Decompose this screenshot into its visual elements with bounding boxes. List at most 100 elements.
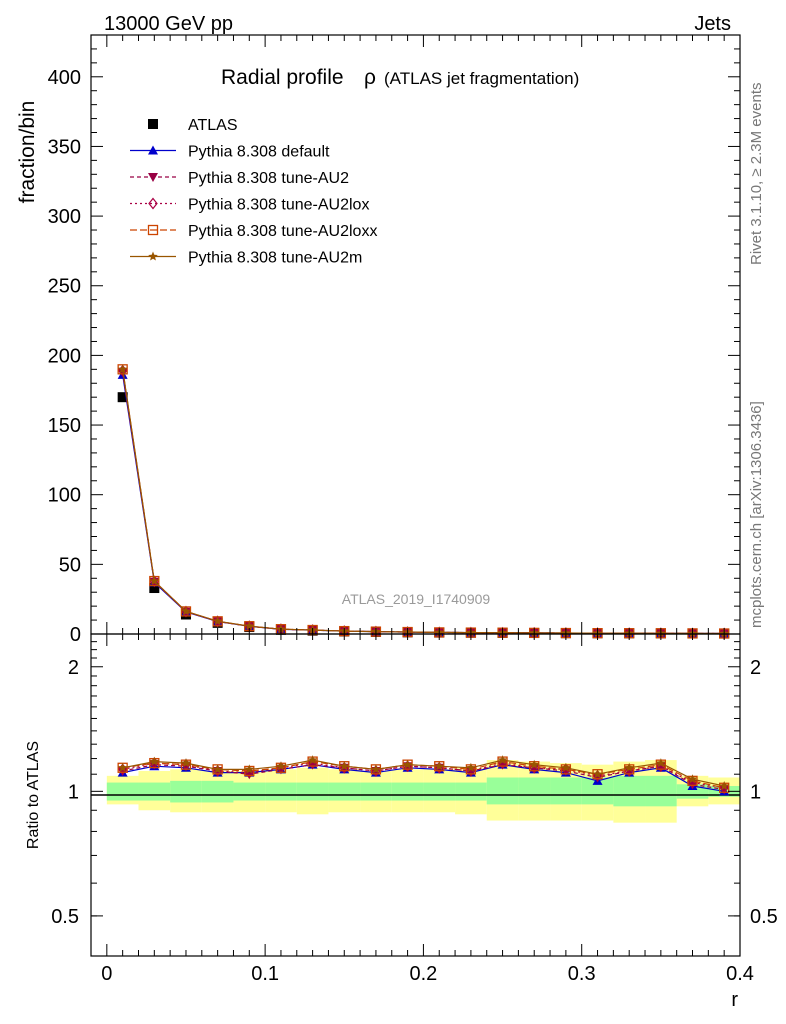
main-y-tick-label: 400 [48,67,81,89]
ratio-data-point [371,764,381,774]
ratio-data-point [117,766,128,776]
ratio-data-point [656,758,666,768]
ratio-series-line [122,762,725,789]
legend-entry-pythia-8-308-tune-au2lox: Pythia 8.308 tune-AU2lox [130,197,369,214]
main-chart-subtitle: (ATLAS jet fragmentation) [384,69,579,88]
ratio-uncertainty-bands [106,760,740,823]
ratio-data-point [561,762,571,772]
ratio-y-tick-label-right: 0.5 [750,906,778,928]
data-point [212,616,223,626]
legend-label: Pythia 8.308 tune-AU2m [188,250,362,267]
ratio-data-point [212,764,223,774]
main-y-tick-label: 50 [59,554,81,576]
legend-entry-pythia-8-308-tune-au2m: Pythia 8.308 tune-AU2m [130,250,362,267]
mcplots-reference-label: mcplots.cern.ch [arXiv:1306.3436] [748,401,765,628]
ratio-data-point [529,759,539,769]
ratio-data-point [592,773,603,783]
legend-label: Pythia 8.308 tune-AU2lox [188,197,369,214]
ratio-series-line [122,759,725,787]
inner-uncertainty-band [391,782,424,801]
ratio-data-point [719,781,729,791]
header-process-label: Jets [694,13,731,35]
header-energy-label: 13000 GeV pp [104,13,233,35]
main-y-axis-ticks: 0 50 100 150 200 250 300 350 400 [48,48,740,646]
main-chart-title-text: Radial profile [221,66,344,89]
x-axis-title: r [731,989,738,1011]
main-y-tick-label: 0 [70,624,81,646]
ratio-x-axis-ticks: 0 0.1 0.2 0.3 0.4 [101,634,754,985]
ratio-data-point [149,756,160,766]
inner-uncertainty-band [360,782,392,801]
legend-marker [148,145,158,155]
ratio-series-layer [117,755,730,796]
inner-uncertainty-band [550,777,582,805]
rivet-version-label: Rivet 3.1.10, ≥ 2.3M events [748,83,765,266]
x-tick-label: 0.2 [410,963,438,985]
ratio-data-point [466,762,476,772]
x-tick-label: 0.3 [568,963,596,985]
main-chart-title: Radial profile ρ (ATLAS jet fragmentatio… [221,66,579,89]
inner-uncertainty-band [201,780,234,803]
inner-uncertainty-band [645,775,677,807]
legend-label: Pythia 8.308 tune-AU2 [188,170,349,187]
legend-marker [148,173,158,182]
main-chart-title-symbol: ρ [364,66,376,89]
inner-uncertainty-band [613,775,646,807]
inner-uncertainty-band [106,782,139,801]
ratio-y-tick-label: 2 [68,657,79,679]
ratio-data-point [339,761,349,771]
legend-marker [148,251,158,261]
main-y-axis-title: fraction/bin [16,101,39,204]
ratio-data-point [181,758,191,768]
main-y-tick-label: 100 [48,485,81,507]
legend: ATLAS Pythia 8.308 default Pythia 8.308 tu… [130,117,377,267]
data-point [149,576,160,586]
legend-entry-pythia-8-308-default: Pythia 8.308 default [130,144,330,161]
ratio-data-point [592,769,603,779]
inner-uncertainty-band [518,777,551,805]
ratio-data-point [624,762,634,772]
legend-marker [148,197,158,210]
ratio-data-point [719,785,730,795]
ratio-y-axis-title: Ratio to ATLAS [25,741,42,849]
legend-marker [148,119,158,129]
legend-entry-pythia-8-308-tune-au2: Pythia 8.308 tune-AU2 [130,170,349,187]
ratio-data-point [307,755,318,765]
inner-uncertainty-band [328,782,361,801]
data-point [181,606,191,616]
ratio-data-point [244,764,254,774]
x-tick-label: 0 [101,963,112,985]
inner-uncertainty-band [296,782,329,801]
ratio-plot-panel: 0.5 0.51 12 2 0 0.1 0.2 0.3 0.4 Ratio to ATLAS … [25,633,778,1011]
legend-label: Pythia 8.308 tune-AU2loxx [188,223,377,240]
main-plot-panel: 0 50 100 150 200 250 300 350 400 fraction/bin Ra… [16,34,741,646]
legend-marker [147,224,159,236]
x-tick-label: 0.1 [251,963,279,985]
inner-uncertainty-band [486,777,519,805]
x-tick-label: 0.4 [726,963,754,985]
data-point [117,364,128,374]
legend-label: ATLAS [188,117,238,134]
ratio-y-tick-label: 1 [68,781,79,803]
ratio-y-tick-label-right: 1 [750,781,761,803]
legend-label: Pythia 8.308 default [188,144,330,161]
ratio-plot-frame [90,633,741,957]
main-x-axis-ticks [106,35,741,634]
ratio-y-tick-label: 0.5 [51,906,79,928]
ratio-series-pythia-8-308-tune-au2m [117,755,729,791]
inner-uncertainty-band [265,782,297,801]
main-y-tick-label: 150 [48,415,81,437]
main-y-tick-label: 300 [48,206,81,228]
analysis-watermark: ATLAS_2019_I1740909 [342,591,491,607]
ratio-data-point [434,761,444,771]
ratio-y-axis-ticks: 0.5 0.5 1 1 2 2 [51,641,778,928]
data-point [117,392,128,403]
inner-uncertainty-band [423,782,456,801]
ratio-data-point [117,762,128,772]
inner-uncertainty-band [233,782,266,801]
main-y-tick-label: 350 [48,136,81,158]
inner-uncertainty-band [138,782,171,801]
ratio-data-point [687,774,698,784]
ratio-series-line [122,764,725,792]
